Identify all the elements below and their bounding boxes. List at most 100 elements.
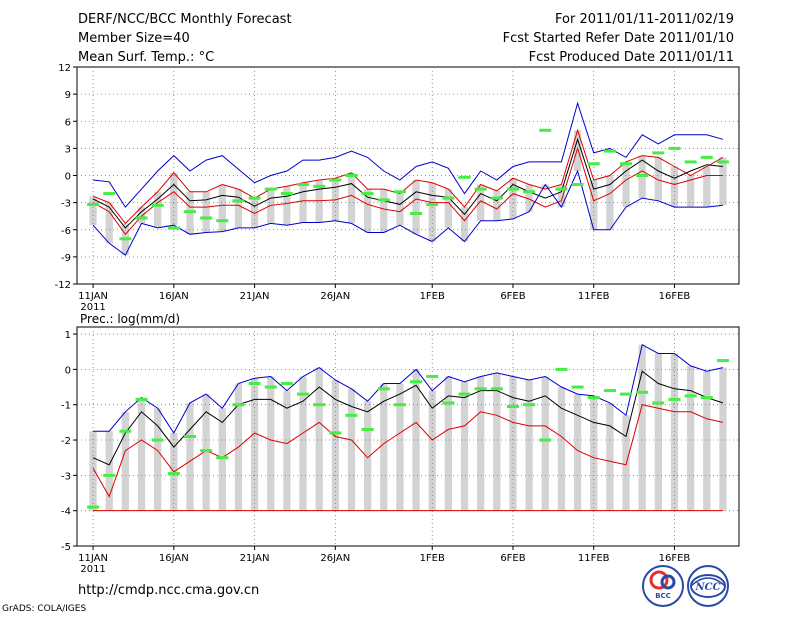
temp-obs-marker [264,187,277,191]
prec-spread-box [363,401,372,511]
member-size-label: Member Size=40 [78,31,190,46]
prec-ytick-label: -2 [61,436,71,447]
temp-ytick-label: -6 [61,226,71,237]
temp-year-label: 2011 [80,302,105,313]
prec-obs-marker [329,431,342,435]
prec-obs-marker [232,403,245,407]
temp-obs-marker [329,178,342,182]
temp-obs-marker [200,216,213,220]
temp-line-min [92,169,723,256]
prec-xtick-label: 16FEB [659,553,691,564]
temp-spread-box [347,172,356,224]
prec-spread-box [477,376,485,511]
temp-obs-marker [248,196,261,200]
temp-obs-marker [458,175,471,179]
temp-xtick-label: 16FEB [659,291,691,302]
prec-ytick-label: -4 [61,507,71,518]
temp-obs-marker [87,202,100,206]
prec-xtick-label: 1FEB [420,553,445,564]
temp-spread-box [670,166,679,208]
prec-obs-marker [151,438,164,442]
prec-spread-box [299,376,307,511]
prec-ytick-label: -3 [61,471,71,482]
prec-obs-marker [620,392,633,396]
temp-obs-marker [587,162,600,166]
temp-obs-marker [135,216,148,220]
prec-obs-marker [587,396,600,400]
prec-obs-marker [135,397,148,401]
prec-spread-box [460,381,469,511]
prec-spread-box [719,367,727,511]
prec-obs-marker [426,374,439,378]
prec-obs-marker [668,397,681,401]
ncc-logo: NCC [687,565,729,607]
prec-obs-marker [410,380,423,384]
prec-obs-marker [684,394,697,398]
temp-obs-marker [490,196,503,200]
temp-ytick-label: -3 [61,199,71,210]
prec-spread-box [186,402,194,511]
chart-title: DERF/NCC/BCC Monthly Forecast [78,12,292,27]
prec-obs-marker [183,435,196,438]
prec-spread-box [557,387,566,511]
prec-obs-marker [313,403,326,407]
temp-spread-box [234,189,243,228]
prec-obs-marker [603,389,616,393]
prec-spread-box [638,344,646,511]
prec-spread-box [428,390,436,511]
temp-obs-marker [410,211,423,215]
prec-xtick-label: 11FEB [578,553,610,564]
source-url[interactable]: http://cmdp.ncc.cma.gov.cn [78,583,260,598]
temp-ytick-label: -9 [61,253,71,264]
prec-obs-marker [490,387,503,391]
bcc-logo: BCC [642,565,684,607]
temp-obs-marker [539,128,552,132]
prec-line-median [92,370,724,466]
prec-spread-box [606,402,614,511]
prec-spread-box [541,376,549,511]
temp-spread-box [719,157,727,206]
temp-obs-marker [167,226,180,230]
temp-obs-marker [119,237,132,241]
temp-xtick-label: 11JAN [78,291,108,302]
temp-spread-box [477,184,485,221]
prec-spread-box [89,431,97,511]
prec-spread-box [218,408,226,511]
prec-obs-marker [555,367,568,371]
temp-obs-marker [442,196,455,200]
prec-obs-marker [393,403,406,407]
temp-spread-box [460,207,469,242]
temp-spread-box [525,184,533,212]
temp-spread-box [557,184,566,208]
temp-ytick-label: 0 [65,172,71,183]
prec-obs-marker [377,387,390,391]
temp-obs-marker [474,187,487,191]
temp-line-median [92,137,723,229]
prec-ytick-label: 0 [65,365,71,376]
prec-spread-box [137,397,146,511]
temp-obs-marker [393,190,406,194]
prec-obs-marker [87,505,100,509]
prec-spread-box [267,376,275,511]
temp-obs-marker [183,210,196,214]
forecast-started-label: Fcst Started Refer Date 2011/01/10 [502,31,734,46]
temp-xtick-label: 11FEB [578,291,610,302]
temp-obs-marker [523,190,536,194]
temp-obs-marker [377,198,390,202]
temp-obs-marker [555,187,568,191]
prec-spread-box [121,411,130,511]
prec-obs-marker [700,396,713,400]
temp-spread-box [218,184,226,232]
temp-obs-marker [103,192,116,196]
temp-xtick-label: 6FEB [500,291,525,302]
temp-obs-marker [361,192,374,196]
prec-obs-marker [571,385,584,389]
prec-obs-marker [297,392,310,396]
prec-ytick-label: 1 [65,330,71,341]
temp-spread-box [444,189,453,228]
temp-spread-box [590,180,598,230]
prec-xtick-label: 11JAN [78,553,108,564]
temp-spread-box [363,189,372,233]
temp-obs-marker [620,162,633,166]
prec-spread-box [105,431,113,511]
